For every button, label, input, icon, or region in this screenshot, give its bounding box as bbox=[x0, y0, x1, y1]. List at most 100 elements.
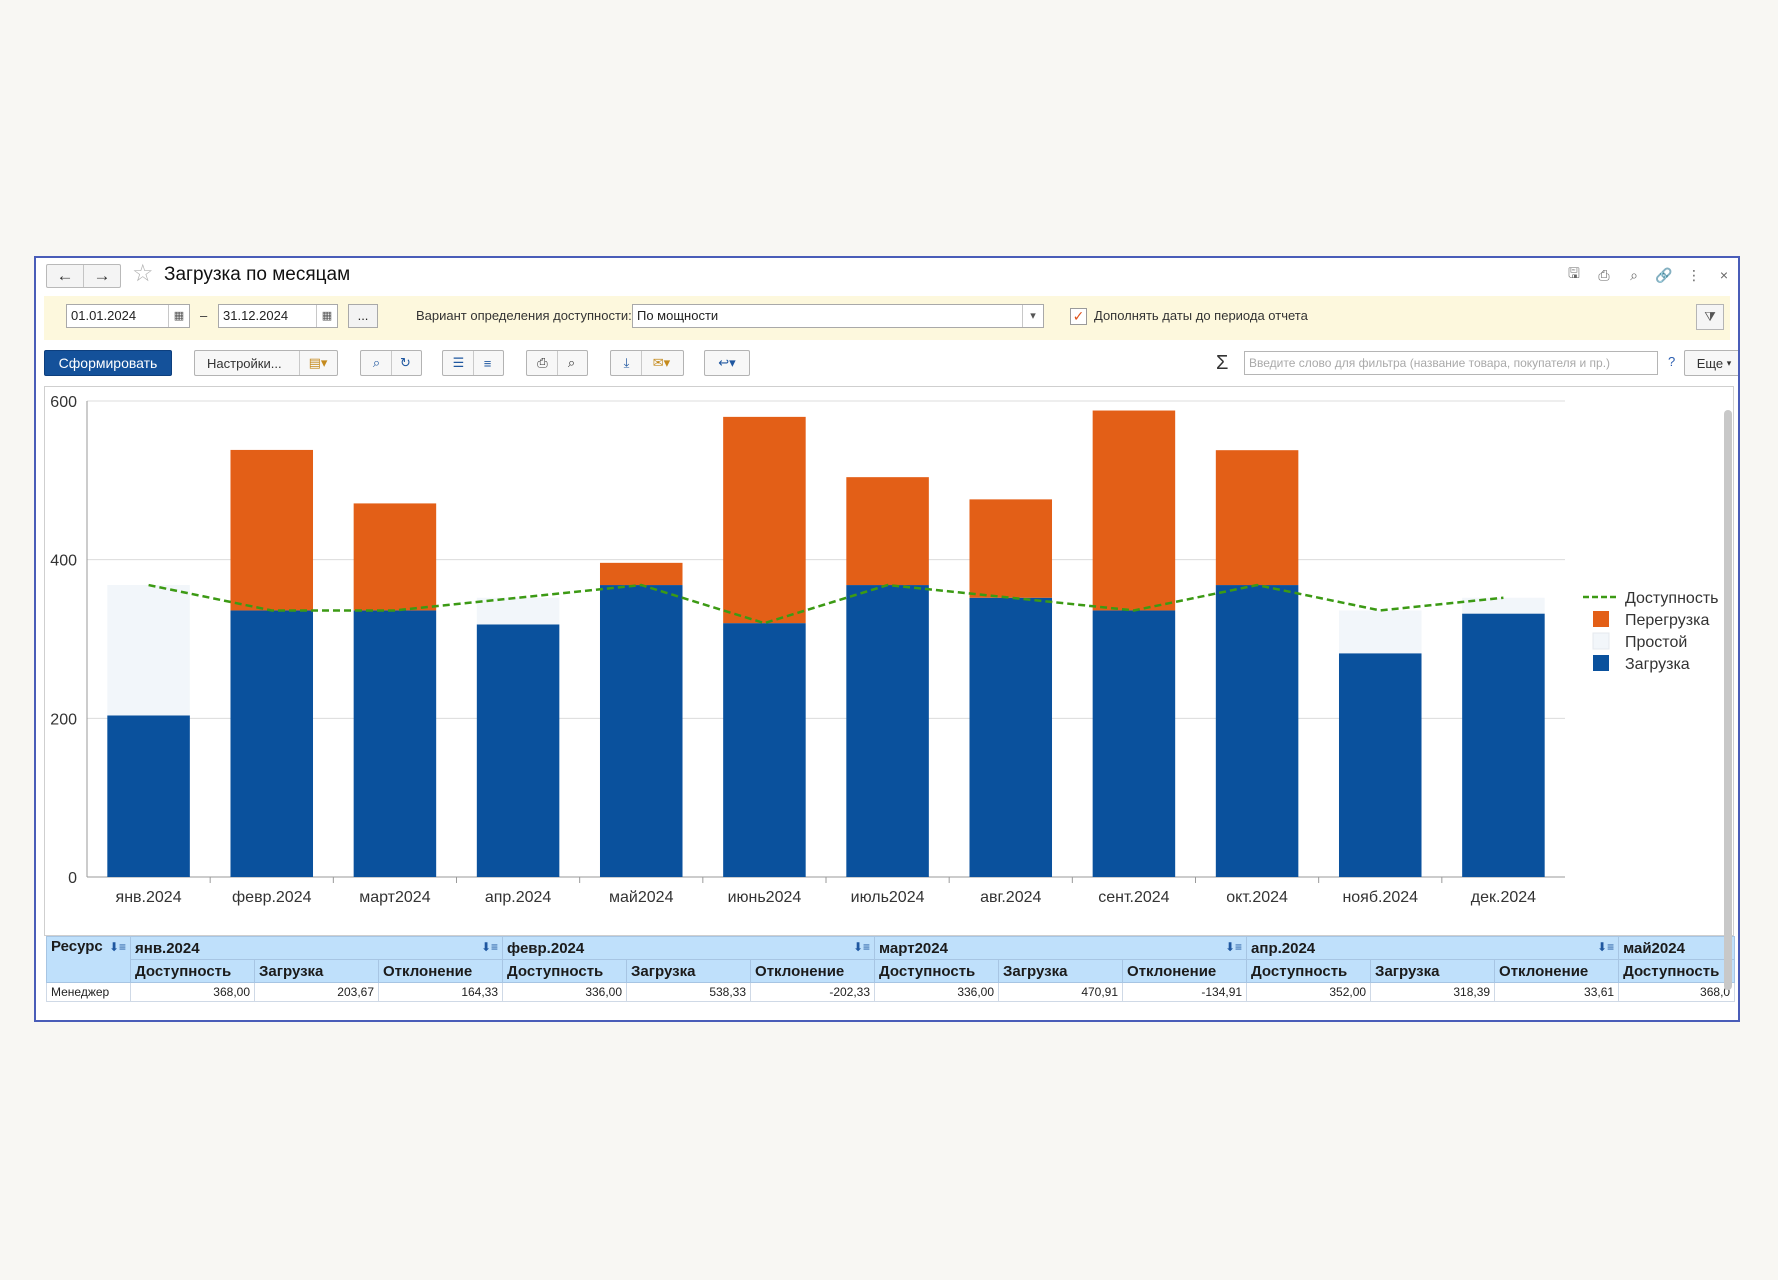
load-chart: 0 200 400 600 янв.2024 февр.2024 март2024 апр.2… bbox=[50, 394, 1718, 906]
print-icon[interactable]: ⎙ bbox=[1598, 266, 1610, 283]
calendar-icon[interactable]: ▦ bbox=[316, 305, 337, 327]
sort-icon[interactable]: ⬇≡ bbox=[1224, 939, 1243, 954]
col-header[interactable]: Отклонение bbox=[1494, 959, 1620, 983]
parameters-bar: 01.01.2024 ▦ – 31.12.2024 ▦ ... Вариант … bbox=[44, 296, 1730, 340]
sort-icon[interactable]: ⬇≡ bbox=[852, 939, 871, 954]
bar-idle bbox=[476, 597, 560, 625]
vertical-scrollbar[interactable] bbox=[1724, 410, 1732, 990]
bar-overload bbox=[1215, 450, 1299, 586]
col-header[interactable]: Доступность bbox=[130, 959, 255, 983]
favorite-star-icon[interactable]: ☆ bbox=[132, 260, 154, 287]
bar-idle bbox=[1462, 597, 1545, 614]
col-header[interactable]: Доступность bbox=[1246, 959, 1372, 983]
fill-dates-checkbox[interactable]: ✓ bbox=[1070, 308, 1087, 325]
more-button[interactable]: Еще ▾ bbox=[1684, 350, 1738, 376]
y-tick-label: 200 bbox=[50, 711, 77, 728]
toolbar: Сформировать Настройки... ▤▾ ⌕ ↻ ☰ ≡ ⎙ ⌕… bbox=[44, 350, 1738, 380]
filter-icon[interactable]: ⧩ bbox=[1696, 304, 1724, 330]
month-label: февр.2024 bbox=[507, 939, 585, 957]
back-button[interactable]: ← bbox=[47, 265, 83, 287]
search-input[interactable]: Введите слово для фильтра (название това… bbox=[1244, 351, 1658, 375]
email-icon[interactable]: ✉▾ bbox=[652, 355, 671, 370]
col-header[interactable]: Загрузка bbox=[1370, 959, 1496, 983]
month-header[interactable]: апр.2024 ⬇≡ bbox=[1246, 936, 1620, 960]
col-header[interactable]: Загрузка bbox=[998, 959, 1124, 983]
y-tick-label: 0 bbox=[68, 870, 77, 887]
month-header[interactable]: март2024 ⬇≡ bbox=[874, 936, 1248, 960]
date-to-field[interactable]: 31.12.2024 ▦ bbox=[218, 304, 338, 328]
dropdown-arrow-icon[interactable]: ▾ bbox=[1022, 305, 1043, 327]
resource-header-label: Ресурс bbox=[51, 938, 103, 955]
find-icon[interactable]: ⌕ bbox=[372, 355, 381, 370]
back-arrow-icon: ← bbox=[56, 266, 74, 285]
date-from-value: 01.01.2024 bbox=[71, 308, 137, 323]
collapse-groups-icon[interactable]: ≡ bbox=[483, 355, 492, 371]
settings-button[interactable]: Настройки... ▤▾ bbox=[194, 350, 338, 376]
month-header[interactable]: февр.2024 ⬇≡ bbox=[502, 936, 876, 960]
value-cell: 336,00 bbox=[502, 982, 628, 1002]
print-icon[interactable]: ⎙ bbox=[537, 355, 548, 370]
x-tick-label: февр.2024 bbox=[232, 889, 312, 906]
col-header[interactable]: Доступность bbox=[874, 959, 1000, 983]
close-icon[interactable]: × bbox=[1719, 267, 1729, 283]
availability-line bbox=[148, 583, 1504, 625]
month-header[interactable]: янв.2024 ⬇≡ bbox=[129, 936, 504, 960]
chart-area: 0 200 400 600 янв.2024 февр.2024 март2024 апр.2… bbox=[44, 386, 1734, 936]
y-tick-label: 400 bbox=[50, 553, 77, 570]
download-icon[interactable]: ⤓ bbox=[623, 355, 630, 370]
print-preview-icon[interactable]: ⌕ bbox=[567, 355, 576, 370]
settings-label: Настройки... bbox=[207, 355, 282, 371]
legend-label: Простой bbox=[1625, 634, 1687, 651]
period-select-button[interactable]: ... bbox=[348, 304, 378, 328]
value-cell: 336,00 bbox=[874, 982, 1000, 1002]
generate-button[interactable]: Сформировать bbox=[44, 350, 172, 376]
table-header-metrics: Доступность Загрузка Отклонение Доступно… bbox=[47, 959, 1736, 983]
value-cell: 33,61 bbox=[1494, 982, 1620, 1002]
bar-load bbox=[599, 585, 683, 877]
month-label: май2024 bbox=[1623, 939, 1685, 957]
find-next-icon[interactable]: ↻ bbox=[400, 355, 411, 370]
variant-dropdown-icon[interactable]: ▤▾ bbox=[308, 355, 328, 370]
bar-overload bbox=[969, 499, 1053, 598]
group-buttons: ☰ ≡ bbox=[442, 350, 504, 376]
month-label: март2024 bbox=[879, 939, 948, 957]
help-icon[interactable]: ? bbox=[1668, 354, 1676, 369]
bar-overload bbox=[599, 562, 683, 586]
col-header[interactable]: Доступность bbox=[1618, 959, 1736, 983]
bar-overload bbox=[230, 449, 314, 611]
date-from-field[interactable]: 01.01.2024 ▦ bbox=[66, 304, 190, 328]
x-tick-label: дек.2024 bbox=[1471, 889, 1536, 906]
month-label: янв.2024 bbox=[135, 939, 200, 957]
sort-icon[interactable]: ⬇≡ bbox=[480, 939, 499, 954]
save-icon[interactable]: 🖫 bbox=[1568, 265, 1580, 281]
bar-load bbox=[230, 610, 314, 877]
preview-icon[interactable]: ⌕ bbox=[1630, 266, 1638, 283]
resource-header[interactable]: ⬇≡ Ресурс bbox=[46, 936, 131, 983]
sort-icon[interactable]: ⬇≡ bbox=[1597, 939, 1615, 954]
legend-swatch bbox=[1593, 611, 1609, 627]
value-cell: 164,33 bbox=[377, 982, 504, 1002]
col-header[interactable]: Загрузка bbox=[254, 959, 379, 983]
x-tick-label: июнь2024 bbox=[728, 889, 802, 906]
sort-icon[interactable]: ⬇≡ bbox=[108, 940, 126, 954]
col-header[interactable]: Доступность bbox=[502, 959, 628, 983]
col-header[interactable]: Отклонение bbox=[377, 959, 504, 983]
more-icon[interactable]: ⋮ bbox=[1687, 266, 1701, 283]
legend-swatch bbox=[1593, 655, 1609, 671]
month-header[interactable]: май2024 bbox=[1618, 936, 1736, 960]
variant-select[interactable]: По мощности ▾ bbox=[632, 304, 1044, 328]
bar-idle bbox=[107, 585, 190, 716]
undo-button[interactable]: ↩▾ bbox=[704, 350, 750, 376]
col-header[interactable]: Отклонение bbox=[750, 959, 876, 983]
bar-overload bbox=[846, 477, 929, 586]
sum-icon[interactable]: Σ bbox=[1216, 352, 1229, 374]
col-header[interactable]: Загрузка bbox=[626, 959, 752, 983]
link-icon[interactable]: 🔗 bbox=[1655, 266, 1673, 283]
forward-button[interactable]: → bbox=[83, 265, 120, 287]
table-row[interactable]: Менеджер 368,00 203,67 164,33 336,00 538… bbox=[46, 982, 1736, 1002]
calendar-icon[interactable]: ▦ bbox=[168, 305, 189, 327]
col-header[interactable]: Отклонение bbox=[1122, 959, 1248, 983]
report-window: ← → ☆ Загрузка по месяцам 🖫 ⎙ ⌕ 🔗 ⋮ × 01… bbox=[34, 256, 1740, 1022]
expand-groups-icon[interactable]: ☰ bbox=[452, 355, 465, 370]
bar-load bbox=[476, 624, 560, 877]
